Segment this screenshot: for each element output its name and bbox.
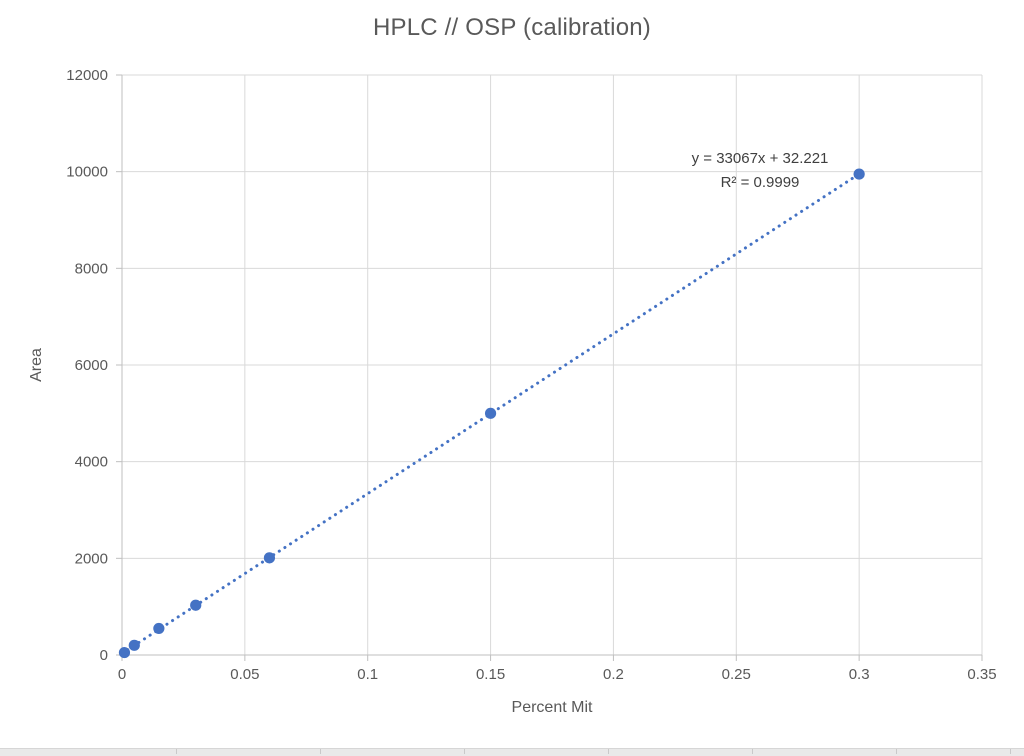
trendline (120, 172, 861, 655)
y-tick-label: 6000 (75, 357, 108, 374)
y-tick-label: 4000 (75, 454, 108, 471)
cell-border (464, 749, 465, 754)
x-tick-label: 0.25 (722, 666, 751, 683)
y-tick-label: 12000 (66, 67, 108, 84)
cell-border (608, 749, 609, 754)
cell-border (1010, 749, 1011, 754)
data-point[interactable] (118, 646, 131, 659)
trendline-equation: y = 33067x + 32.221 (691, 150, 829, 167)
cell-border (752, 749, 753, 754)
y-axis-title: Area (28, 348, 45, 382)
data-point[interactable] (484, 407, 497, 419)
y-tick-label: 10000 (66, 164, 108, 181)
spreadsheet-row-edge (0, 748, 1024, 756)
cell-border (896, 749, 897, 754)
data-point[interactable] (153, 622, 165, 635)
x-tick-label: 0.15 (476, 666, 505, 683)
x-tick-label: 0.1 (357, 666, 378, 683)
y-tick-label: 2000 (75, 550, 108, 567)
data-point[interactable] (853, 168, 865, 180)
data-point[interactable] (263, 552, 276, 564)
x-tick-label: 0.35 (967, 666, 996, 683)
cell-border (176, 749, 177, 754)
data-point[interactable] (190, 599, 202, 611)
y-tick-label: 0 (100, 647, 108, 664)
x-tick-label: 0.05 (230, 666, 259, 683)
data-point[interactable] (128, 639, 140, 651)
x-tick-label: 0.2 (603, 666, 624, 683)
cell-border (320, 749, 321, 754)
x-axis-title: Percent Mit (511, 699, 593, 716)
trendline-equation-label: y = 33067x + 32.221 R² = 0.9999 (620, 147, 900, 195)
trendline-r-squared: R² = 0.9999 (720, 174, 800, 191)
x-tick-label: 0.3 (849, 666, 870, 683)
chart-title: HPLC // OSP (calibration) (373, 14, 651, 41)
x-tick-label: 0 (118, 666, 126, 683)
y-tick-label: 8000 (75, 260, 108, 277)
